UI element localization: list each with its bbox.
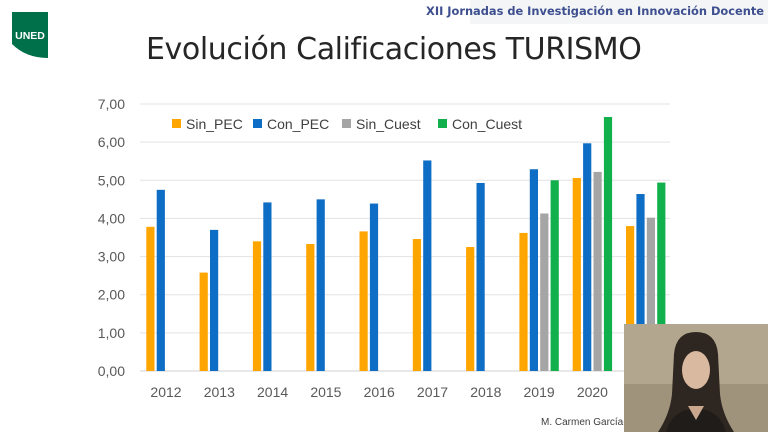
y-tick-label: 0,00	[98, 363, 125, 379]
uned-logo-icon: UNED	[12, 12, 48, 58]
header-bar: XII Jornadas de Investigación en Innovac…	[426, 0, 768, 24]
bar-sin-pec-2019	[519, 232, 528, 371]
y-tick-label: 2,00	[98, 287, 125, 303]
bar-con-pec-2017	[423, 160, 432, 371]
legend-label: Con_Cuest	[452, 116, 522, 132]
chart-legend: Sin_PEC Con_PEC Sin_Cuest Con_Cuest	[172, 116, 522, 132]
y-tick-label: 7,00	[98, 96, 125, 112]
chart-bars	[146, 116, 666, 372]
logo-text: UNED	[15, 30, 45, 42]
x-tick-label: 2016	[364, 384, 395, 400]
legend-swatch	[253, 119, 262, 128]
bar-con-pec-2015	[316, 199, 325, 371]
chart-axis-ticks: 0,00 1,00 2,00 3,00 4,00 5,00 6,00 7,00 2012 2013…	[98, 96, 608, 400]
bar-con-pec-2016	[369, 203, 379, 371]
bar-sin-pec-2013	[199, 272, 208, 371]
x-tick-label: 2019	[524, 384, 555, 400]
bar-sin-pec-2012	[146, 226, 155, 371]
legend-swatch	[438, 119, 447, 128]
x-tick-label: 2017	[417, 384, 448, 400]
bar-sin-cuest-last	[646, 217, 655, 371]
bar-sin-pec-2018	[466, 247, 475, 371]
bar-sin-pec-2020	[572, 177, 581, 371]
y-tick-label: 4,00	[98, 210, 125, 226]
bar-con-cuest-2020	[603, 116, 613, 372]
author-name: M. Carmen García-Lla	[541, 417, 640, 428]
y-tick-label: 3,00	[98, 249, 125, 265]
bar-sin-cuest-2020	[593, 171, 602, 371]
x-tick-label: 2013	[204, 384, 235, 400]
bar-sin-pec-2015	[306, 243, 315, 371]
legend-label: Con_PEC	[267, 116, 329, 132]
bar-con-pec-2019	[529, 169, 538, 371]
legend-swatch	[342, 119, 351, 128]
slide-title: Evolución Calificaciones TURISMO	[146, 32, 642, 67]
bar-con-pec-2018	[476, 182, 485, 371]
legend-label: Sin_Cuest	[356, 116, 421, 132]
bar-sin-pec-2016	[359, 231, 368, 371]
bar-sin-cuest-2019	[540, 213, 549, 371]
chart-gridlines	[140, 103, 670, 372]
bar-con-pec-2012	[156, 189, 165, 371]
x-tick-label: 2020	[577, 384, 608, 400]
bar-sin-pec-2017	[412, 239, 421, 371]
bar-sin-pec-last	[626, 226, 635, 371]
bar-con-pec-last	[636, 194, 645, 371]
x-tick-label: 2012	[150, 384, 181, 400]
conference-title: XII Jornadas de Investigación en Innovac…	[426, 4, 764, 18]
bar-con-pec-2013	[210, 229, 219, 371]
x-tick-label: 2015	[310, 384, 341, 400]
bar-con-cuest-2019	[550, 180, 559, 371]
y-tick-label: 1,00	[98, 325, 125, 341]
presenter-video-icon	[624, 324, 768, 432]
x-tick-label: 2018	[470, 384, 501, 400]
bar-con-pec-2014	[263, 202, 272, 371]
legend-label: Sin_PEC	[186, 116, 243, 132]
y-tick-label: 5,00	[98, 172, 125, 188]
bar-sin-pec-2014	[252, 241, 262, 371]
bar-con-pec-2020	[583, 143, 592, 371]
bar-con-cuest-last	[657, 182, 666, 371]
x-tick-label: 2014	[257, 384, 288, 400]
y-tick-label: 6,00	[98, 134, 125, 150]
legend-swatch	[172, 119, 181, 128]
